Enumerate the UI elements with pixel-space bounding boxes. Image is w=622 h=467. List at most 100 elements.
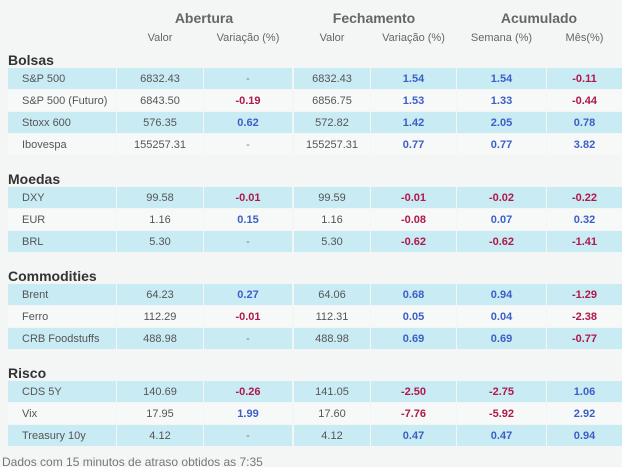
table-cell (547, 231, 622, 252)
table-value: 64.23 (146, 289, 174, 301)
table-cell (117, 231, 203, 252)
table-value: 0.62 (237, 117, 259, 129)
table-cell (294, 90, 370, 111)
table-value: 141.05 (315, 386, 349, 398)
table-cell (457, 68, 546, 89)
table-cell (294, 403, 370, 424)
table-cell (8, 134, 116, 155)
table-value: -5.92 (488, 408, 515, 420)
table-cell (8, 187, 116, 208)
row-label: Brent (22, 289, 49, 301)
table-cell (547, 134, 622, 155)
row-label: S&P 500 (22, 73, 66, 85)
table-value: -0.01 (235, 311, 261, 323)
table-cell (204, 306, 292, 327)
row-label: CDS 5Y (22, 386, 62, 398)
table-cell (294, 68, 370, 89)
row-label: Stoxx 600 (22, 117, 71, 129)
table-value: 0.78 (573, 117, 596, 129)
table-cell (8, 425, 116, 446)
table-cell (117, 112, 203, 133)
table-cell (547, 425, 622, 446)
row-label: Vix (22, 408, 38, 420)
table-cell (371, 231, 456, 252)
table-cell (457, 134, 546, 155)
table-value: 1.06 (573, 386, 596, 398)
table-value: 112.29 (143, 311, 177, 323)
table-cell (117, 328, 203, 349)
table-cell (8, 328, 116, 349)
column-header: Semana (%) (470, 32, 533, 44)
column-header: Variação (%) (216, 32, 280, 44)
table-cell (547, 284, 622, 305)
table-cell (117, 381, 203, 402)
table-value: 5.30 (321, 236, 343, 248)
table-cell (457, 328, 546, 349)
table-cell (117, 209, 203, 230)
row-label: Treasury 10y (22, 430, 86, 442)
table-cell (547, 68, 622, 89)
table-cell (204, 112, 292, 133)
table-value: 5.30 (149, 236, 171, 248)
table-cell (294, 187, 370, 208)
table-value: 99.58 (146, 192, 174, 204)
table-cell (457, 403, 546, 424)
table-value: 17.95 (146, 408, 174, 420)
table-cell (457, 231, 546, 252)
table-cell (547, 112, 622, 133)
table-cell (8, 209, 116, 230)
table-value: 4.12 (149, 430, 171, 442)
table-cell (547, 187, 622, 208)
table-cell (8, 306, 116, 327)
column-header: Variação (%) (382, 32, 445, 44)
table-value: 0.05 (402, 311, 425, 323)
table-value: -2.38 (571, 311, 598, 323)
table-cell (8, 231, 116, 252)
table-value: -0.08 (400, 214, 427, 226)
table-cell (371, 381, 456, 402)
table-value: 0.27 (237, 289, 259, 301)
table-value: 1.33 (490, 95, 513, 107)
table-cell (294, 112, 370, 133)
table-value: 1.54 (490, 73, 513, 85)
column-header: Valor (319, 32, 345, 44)
table-value: 112.31 (315, 311, 349, 323)
row-label: Ibovespa (22, 139, 67, 151)
table-value: -0.19 (235, 95, 261, 107)
table-value: - (246, 430, 250, 442)
table-value: 1.16 (321, 214, 343, 226)
table-cell (457, 284, 546, 305)
table-cell (457, 425, 546, 446)
table-value: -0.44 (571, 95, 598, 107)
table-cell (294, 306, 370, 327)
table-cell (294, 209, 370, 230)
table-value: -1.29 (571, 289, 598, 301)
table-value: -0.01 (400, 192, 427, 204)
table-value: 155257.31 (306, 139, 358, 151)
table-cell (547, 306, 622, 327)
table-value: - (246, 139, 250, 151)
row-label: EUR (22, 214, 46, 226)
table-cell (204, 209, 292, 230)
table-value: -0.26 (235, 386, 261, 398)
table-value: 0.32 (573, 214, 596, 226)
table-value: -7.76 (400, 408, 427, 420)
table-value: 0.47 (402, 430, 425, 442)
table-value: 572.82 (315, 117, 349, 129)
table-value: 3.82 (573, 139, 596, 151)
table-value: - (246, 73, 250, 85)
table-value: 0.69 (490, 333, 513, 345)
table-value: 0.77 (490, 139, 513, 151)
row-label: DXY (22, 192, 45, 204)
table-value: 1.42 (402, 117, 425, 129)
table-value: -2.75 (488, 386, 515, 398)
row-label: BRL (22, 236, 44, 248)
table-cell (371, 134, 456, 155)
table-cell (8, 284, 116, 305)
table-cell (8, 68, 116, 89)
table-value: 576.35 (143, 117, 177, 129)
table-cell (371, 90, 456, 111)
table-cell (371, 112, 456, 133)
table-cell (294, 328, 370, 349)
table-value: 0.94 (490, 289, 513, 301)
